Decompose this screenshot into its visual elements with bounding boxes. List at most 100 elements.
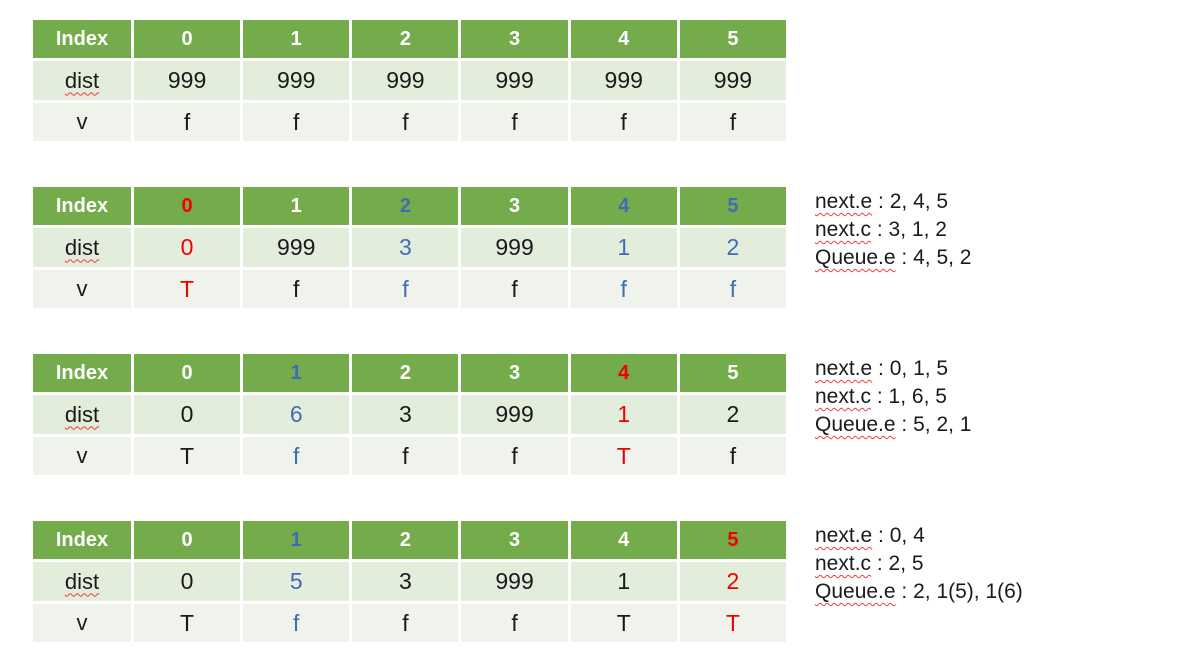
note-line: next.e : 0, 4 — [815, 522, 1023, 550]
dist-cell: 999 — [679, 61, 786, 100]
dist-cell: 999 — [461, 395, 568, 434]
dist-cell: 3 — [352, 228, 459, 267]
v-cell: T — [134, 437, 241, 475]
v-cell: T — [570, 604, 677, 642]
v-cell: f — [352, 437, 459, 475]
v-cell: f — [570, 270, 677, 308]
v-cell: f — [352, 270, 459, 308]
note-line: next.e : 2, 4, 5 — [815, 188, 971, 216]
note-values: 5, 2, 1 — [913, 413, 972, 436]
v-cell: f — [461, 270, 568, 308]
note-separator: : — [895, 580, 914, 603]
header-cell: 4 — [570, 20, 677, 58]
v-cell: f — [352, 604, 459, 642]
note-line: Queue.e : 2, 1(5), 1(6) — [815, 578, 1023, 606]
header-cell: 3 — [461, 354, 568, 392]
dist-cell: 0 — [134, 562, 241, 601]
note-separator: : — [871, 385, 889, 408]
dist-cell: 999 — [461, 61, 568, 100]
note-separator: : — [871, 218, 889, 241]
note-label: Queue.e — [815, 580, 896, 603]
note-values: 2, 4, 5 — [889, 190, 949, 213]
v-cell: f — [461, 604, 568, 642]
header-cell: 1 — [243, 187, 350, 225]
index-header-label: Index — [33, 20, 131, 58]
dist-cell: 1 — [570, 395, 677, 434]
dist-cell: 2 — [679, 228, 786, 267]
note-label: next.e — [815, 190, 873, 213]
note-label: next.c — [815, 218, 872, 241]
state-step-3-notes: next.e : 0, 4 next.c : 2, 5 Queue.e : 2, 1… — [815, 522, 1023, 606]
state-step-1-notes: next.e : 2, 4, 5 next.c : 3, 1, 2 Queue.e … — [815, 188, 971, 272]
header-cell: 0 — [134, 521, 241, 559]
v-cell: f — [570, 103, 677, 141]
note-line: next.c : 3, 1, 2 — [815, 216, 971, 244]
note-line: Queue.e : 5, 2, 1 — [815, 411, 971, 439]
header-cell: 3 — [461, 187, 568, 225]
note-values: 4, 5, 2 — [913, 246, 972, 269]
note-line: next.e : 0, 1, 5 — [815, 355, 971, 383]
v-cell: f — [243, 103, 350, 141]
dist-row-label-text: dist — [64, 67, 100, 93]
header-cell: 3 — [461, 521, 568, 559]
v-cell: f — [679, 270, 786, 308]
v-cell: f — [352, 103, 459, 141]
note-label: next.e — [815, 524, 873, 547]
header-cell: 5 — [679, 521, 786, 559]
dist-row-label: dist — [33, 395, 131, 434]
header-cell: 4 — [570, 354, 677, 392]
header-cell: 2 — [352, 521, 459, 559]
v-cell: f — [243, 437, 350, 475]
dist-row-label-text: dist — [64, 234, 100, 260]
note-label: Queue.e — [815, 246, 896, 269]
dist-cell: 5 — [243, 562, 350, 601]
dist-cell: 999 — [352, 61, 459, 100]
dist-row-label: dist — [33, 228, 131, 267]
index-header-label: Index — [33, 187, 131, 225]
v-cell: f — [461, 437, 568, 475]
dist-cell: 999 — [461, 562, 568, 601]
index-header-label: Index — [33, 521, 131, 559]
state-step-2-notes: next.e : 0, 1, 5 next.c : 1, 6, 5 Queue.e … — [815, 355, 971, 439]
v-row-label: v — [33, 604, 131, 642]
header-cell: 0 — [134, 187, 241, 225]
v-cell: f — [243, 604, 350, 642]
note-label: Queue.e — [815, 413, 896, 436]
header-cell: 0 — [134, 20, 241, 58]
header-cell: 4 — [570, 187, 677, 225]
dist-cell: 999 — [243, 228, 350, 267]
header-cell: 4 — [570, 521, 677, 559]
note-separator: : — [895, 413, 914, 436]
dist-row-label: dist — [33, 61, 131, 100]
note-values: 1, 6, 5 — [888, 385, 947, 408]
header-cell: 2 — [352, 20, 459, 58]
dist-cell: 999 — [461, 228, 568, 267]
header-cell: 5 — [679, 354, 786, 392]
dist-cell: 999 — [570, 61, 677, 100]
dist-cell: 2 — [679, 395, 786, 434]
note-line: next.c : 1, 6, 5 — [815, 383, 971, 411]
dist-row-label-text: dist — [64, 401, 100, 427]
dist-cell: 2 — [679, 562, 786, 601]
header-cell: 0 — [134, 354, 241, 392]
v-cell: f — [461, 103, 568, 141]
dist-cell: 3 — [352, 395, 459, 434]
header-cell: 2 — [352, 354, 459, 392]
v-row-label: v — [33, 103, 131, 141]
dist-cell: 999 — [243, 61, 350, 100]
index-header-label: Index — [33, 354, 131, 392]
note-values: 2, 1(5), 1(6) — [913, 580, 1023, 603]
v-cell: f — [134, 103, 241, 141]
note-separator: : — [872, 190, 890, 213]
header-cell: 5 — [679, 20, 786, 58]
v-cell: f — [243, 270, 350, 308]
header-cell: 1 — [243, 20, 350, 58]
header-cell: 5 — [679, 187, 786, 225]
note-values: 0, 4 — [889, 524, 925, 547]
dist-cell: 1 — [570, 228, 677, 267]
v-cell: T — [134, 604, 241, 642]
